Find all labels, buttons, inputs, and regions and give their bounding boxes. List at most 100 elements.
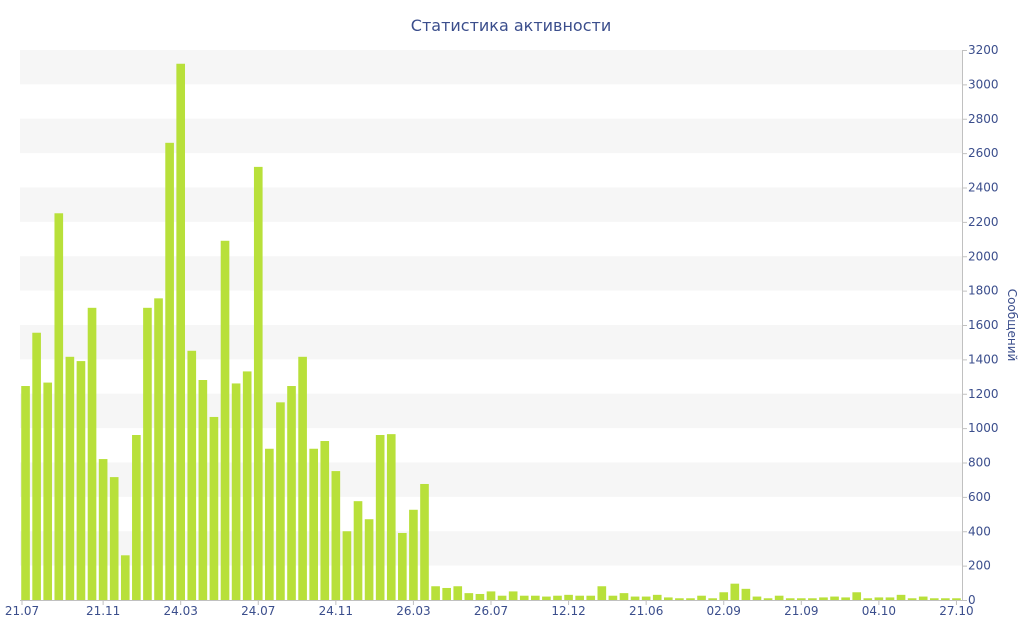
bar [32, 332, 41, 600]
bar [830, 596, 839, 600]
bar [154, 298, 163, 600]
x-axis-ticks: 21.07 21.11 24.03 24.07 24.11 26.03 26.07 12.12… [5, 600, 974, 618]
bar [785, 598, 795, 600]
bar [885, 597, 895, 600]
bar [43, 382, 53, 600]
y-axis-label: Сообщений [1005, 289, 1019, 362]
bar [918, 596, 928, 600]
x-tick-label: 27.10 [939, 604, 973, 618]
bar [242, 371, 252, 600]
bar [497, 595, 507, 600]
bar [132, 435, 141, 600]
grid-band [20, 50, 962, 85]
bar [109, 477, 119, 600]
bar [597, 586, 607, 600]
bar [564, 594, 573, 600]
x-tick-label: 21.09 [784, 604, 818, 618]
bar [198, 380, 208, 600]
bar [575, 595, 584, 600]
bar [763, 598, 773, 600]
bar [608, 595, 618, 600]
bar [675, 598, 684, 600]
bar [320, 441, 330, 600]
bar [253, 166, 263, 601]
bar [531, 595, 540, 600]
grid-band [20, 256, 962, 291]
bar [664, 597, 673, 600]
bar [874, 597, 884, 600]
y-tick-label: 1800 [968, 284, 999, 298]
bar [796, 598, 806, 600]
bar [265, 448, 274, 600]
x-tick-label: 21.06 [629, 604, 663, 618]
x-tick-label: 21.11 [86, 604, 120, 618]
x-tick-label: 12.12 [551, 604, 585, 618]
bar [453, 586, 463, 600]
y-tick-label: 2000 [968, 249, 999, 263]
bar [852, 592, 862, 600]
bar [719, 592, 729, 600]
bar [431, 586, 440, 600]
bar [220, 240, 230, 600]
bar [54, 213, 64, 600]
bar-series [21, 63, 961, 601]
y-tick-label: 2200 [968, 215, 999, 229]
y-tick-label: 3200 [968, 43, 999, 57]
y-tick-label: 400 [968, 524, 991, 538]
bar [641, 596, 651, 600]
bar [619, 593, 629, 601]
y-tick-label: 200 [968, 559, 991, 573]
y-tick-label: 2600 [968, 146, 999, 160]
bar [342, 531, 352, 600]
bar [287, 386, 296, 600]
bar [464, 593, 474, 601]
x-tick-label: 02.09 [707, 604, 741, 618]
x-tick-label: 26.07 [474, 604, 508, 618]
x-tick-label: 04.10 [862, 604, 896, 618]
y-tick-label: 1600 [968, 318, 999, 332]
bar [697, 595, 706, 600]
bar [276, 402, 285, 600]
x-tick-label: 24.11 [319, 604, 353, 618]
y-axis-ticks: 0 200 400 600 800 1000 1200 1400 1600 1800 2000 220… [962, 43, 999, 607]
bar [98, 459, 108, 600]
grid-band [20, 118, 962, 154]
bar [475, 593, 485, 600]
y-tick-label: 1200 [968, 387, 999, 401]
bar [187, 350, 197, 600]
y-tick-label: 0 [968, 593, 976, 607]
bar [907, 598, 917, 600]
y-tick-label: 2400 [968, 181, 999, 195]
bar [375, 435, 385, 600]
bar [941, 598, 950, 600]
bar [741, 588, 751, 600]
bar [519, 595, 529, 600]
bar [398, 532, 407, 600]
x-tick-label: 21.07 [5, 604, 39, 618]
bar [730, 583, 740, 600]
bar [120, 555, 130, 600]
bar [298, 356, 307, 600]
bar [165, 142, 174, 600]
y-tick-label: 1400 [968, 352, 999, 366]
y-tick-label: 3000 [968, 77, 999, 91]
bar [486, 591, 496, 600]
bar [819, 597, 828, 600]
bar [652, 594, 662, 600]
x-tick-label: 24.03 [164, 604, 198, 618]
bar [808, 598, 817, 600]
bar [76, 361, 86, 600]
bar [21, 386, 30, 600]
bar [686, 598, 695, 600]
bar [309, 448, 318, 600]
bar [896, 594, 906, 600]
y-tick-label: 1000 [968, 421, 999, 435]
bar [231, 383, 241, 600]
bar [386, 434, 396, 600]
bar [209, 416, 219, 600]
bar [841, 597, 850, 600]
bar [442, 587, 451, 600]
bar [586, 595, 596, 600]
bar [420, 483, 429, 600]
bar [364, 519, 374, 600]
